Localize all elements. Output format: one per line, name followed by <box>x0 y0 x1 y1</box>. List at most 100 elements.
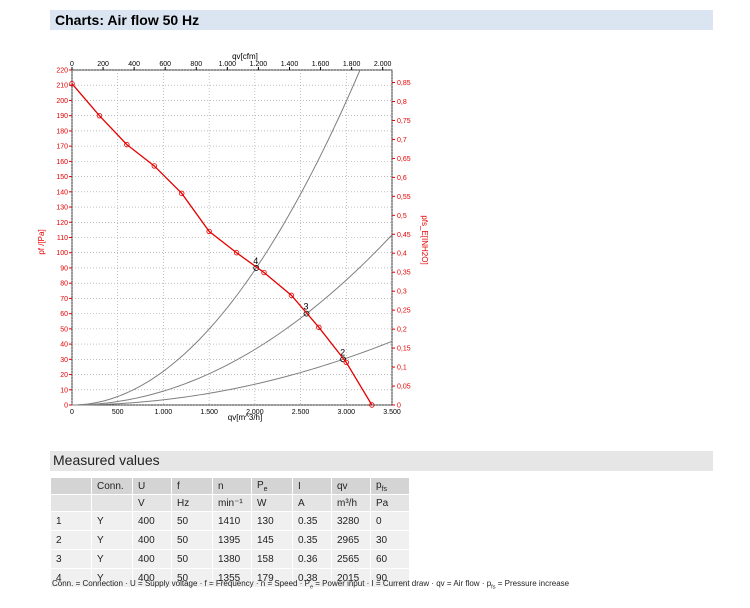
cell: 158 <box>252 550 292 568</box>
x-tick-label: 1.000 <box>155 409 173 416</box>
header-cell: f <box>172 478 212 494</box>
header-cell: Conn. <box>92 478 132 494</box>
footnote-text: f = Frequency <box>204 579 254 588</box>
y-tick-label: 200 <box>56 98 68 105</box>
y-tick-label: 40 <box>60 342 68 349</box>
cell: 50 <box>172 512 212 530</box>
cell: 145 <box>252 531 292 549</box>
unit-cell <box>92 495 132 511</box>
footnote-text: I = Current draw <box>371 579 430 588</box>
x-tick-label: 0 <box>70 409 74 416</box>
header-cell: n <box>213 478 251 494</box>
unit-cell: V <box>133 495 171 511</box>
footnote-text: qv = Air flow <box>436 579 480 588</box>
chart: qv[cfm] qv[m^3/h] pf /[Pa] pfs_E[INH2O] … <box>37 52 429 422</box>
y-tick-label: 170 <box>56 144 68 151</box>
x2-tick-label: 0 <box>70 61 74 68</box>
section-title: Measured values <box>53 452 160 468</box>
header-text: p <box>376 479 382 491</box>
y2-tick-label: 0,1 <box>397 365 407 372</box>
x2-tick-label: 1.600 <box>312 61 330 68</box>
footnote-text: p <box>486 579 492 588</box>
cell: 1395 <box>213 531 251 549</box>
y2-tick-label: 0,05 <box>397 384 411 391</box>
header-title: Charts: Air flow 50 Hz <box>55 12 200 28</box>
operating-point-label: 3 <box>304 302 309 312</box>
header-cell: U <box>133 478 171 494</box>
y-tick-label: 70 <box>60 296 68 303</box>
y2-tick-label: 0,35 <box>397 270 411 277</box>
system-curve <box>71 340 393 406</box>
cell: 1355 <box>213 569 251 587</box>
cell: 1380 <box>213 550 251 568</box>
y2-tick-label: 0,55 <box>397 194 411 201</box>
x-tick-label: 3.500 <box>383 409 401 416</box>
fan-curve-marker <box>124 141 130 148</box>
header-text: U <box>138 480 146 492</box>
y2-tick-label: 0,15 <box>397 346 411 353</box>
cell: 2015 <box>332 569 370 587</box>
y-tick-label: 120 <box>56 220 68 227</box>
header-text: I <box>298 480 301 492</box>
cell: 60 <box>371 550 409 568</box>
fan-curve-marker <box>179 190 185 197</box>
y-tick-label: 50 <box>60 326 68 333</box>
x2-tick-label: 400 <box>128 61 140 68</box>
footnote-sub: e <box>309 584 314 591</box>
cell: 3280 <box>332 512 370 530</box>
y2-tick-label: 0,2 <box>397 327 407 334</box>
cell: Y <box>92 512 132 530</box>
data-row: 4 Y 400 50 1355 179 0.38 2015 90 <box>51 569 409 587</box>
fan-curve <box>71 83 373 406</box>
header-bar: Charts: Air flow 50 Hz <box>50 10 713 30</box>
y-tick-label: 190 <box>56 113 68 120</box>
y-tick-label: 10 <box>60 387 68 394</box>
x2-tick-label: 1.000 <box>219 61 237 68</box>
y-tick-label: 210 <box>56 83 68 90</box>
data-row: 2 Y 400 50 1395 145 0.35 2965 30 <box>51 531 409 549</box>
fan-curve-marker <box>206 228 212 235</box>
header-text: n <box>218 480 224 492</box>
y2-tick-label: 0,3 <box>397 289 407 296</box>
footnote-text: n = Speed <box>260 579 298 588</box>
cell: 30 <box>371 531 409 549</box>
separator: · <box>297 579 305 588</box>
footnote-text: Conn. = Connection <box>52 579 123 588</box>
header-sub: fs <box>381 485 388 493</box>
x-tick-label: 2.000 <box>246 409 264 416</box>
cell: 0.35 <box>293 531 331 549</box>
header-cell <box>51 478 91 494</box>
y-tick-label: 100 <box>56 250 68 257</box>
y-tick-label: 180 <box>56 128 68 135</box>
unit-cell: A <box>293 495 331 511</box>
unit-cell: m³/h <box>332 495 370 511</box>
x-axis-title: qv[m^3/h] <box>228 413 262 422</box>
cell: 130 <box>252 512 292 530</box>
separator: · <box>122 579 131 588</box>
unit-cell: min⁻¹ <box>213 495 251 511</box>
y2-tick-label: 0,45 <box>397 232 411 239</box>
header-text: Conn. <box>97 480 124 492</box>
cell: 0 <box>371 512 409 530</box>
fan-curve-marker <box>369 402 375 408</box>
system-curve <box>71 69 361 406</box>
separator: · <box>253 579 261 588</box>
header-cell: qv <box>332 478 370 494</box>
fan-curve-marker <box>316 324 322 331</box>
y-tick-label: 30 <box>60 357 68 364</box>
cell: 400 <box>133 550 171 568</box>
cell: Y <box>92 569 132 587</box>
y2-tick-label: 0,6 <box>397 175 407 182</box>
fan-curve-marker <box>69 81 75 87</box>
operating-point <box>303 310 310 317</box>
y2-tick-label: 0,5 <box>397 213 407 220</box>
header-cell: pfs <box>371 478 409 494</box>
y2-tick-label: 0,75 <box>397 118 411 125</box>
cell: 50 <box>172 531 212 549</box>
x2-tick-label: 600 <box>159 61 171 68</box>
x-tick-label: 500 <box>112 409 124 416</box>
cell: 4 <box>51 569 91 587</box>
header-text: f <box>177 480 180 492</box>
